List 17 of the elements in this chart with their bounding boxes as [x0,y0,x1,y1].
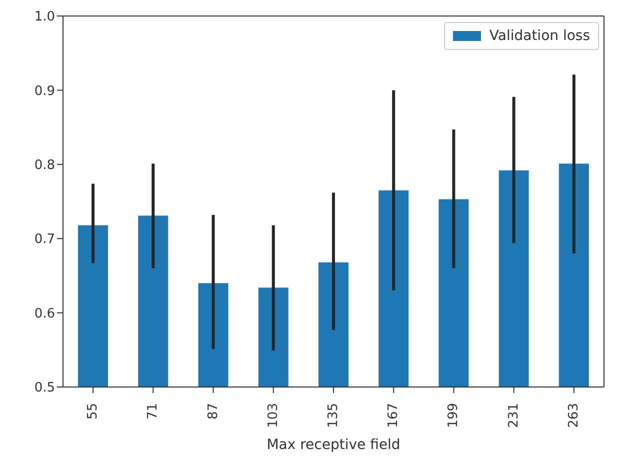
x-axis-title: Max receptive field [266,437,400,453]
y-tick-label: 0.5 [34,380,55,396]
x-tick-label: 71 [146,403,161,420]
y-tick-label: 0.6 [34,306,55,322]
y-tick-label: 1.0 [34,10,55,25]
x-tick-label: 199 [446,403,462,428]
y-tick-label: 0.9 [34,84,55,99]
legend-label: Validation loss [489,28,590,44]
x-tick-label: 167 [386,403,402,428]
x-tick-label: 87 [206,403,221,420]
x-tick-label: 55 [86,403,101,420]
x-tick-label: 103 [266,403,281,428]
x-tick-label: 231 [506,403,522,428]
x-tick-label: 135 [326,403,341,428]
x-tick-label: 263 [566,403,582,428]
y-tick-label: 0.8 [34,158,55,174]
y-tick-label: 0.7 [34,232,55,248]
